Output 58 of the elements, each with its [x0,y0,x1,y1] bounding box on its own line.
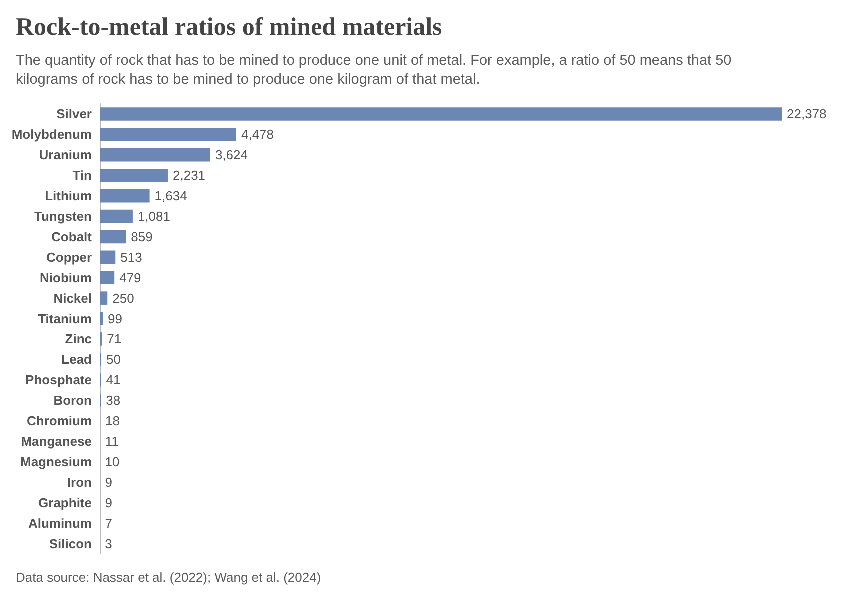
source-note: Data source: Nassar et al. (2022); Wang et al. (2024) [16,570,322,585]
y-tick-label: Graphite [38,495,92,510]
chart-subtitle: The quantity of rock that has to be mined to produce one unit of metal. For example, a ratio of 50 means that 50 kilograms of rock has to be mined to produce one kilogram of that metal. [16,52,733,90]
data-label: 11 [105,434,119,449]
bar [100,250,116,264]
bar [100,230,126,244]
y-tick-label: Chromium [27,414,92,429]
data-label: 859 [131,229,153,244]
y-tick-label: Titanium [38,311,92,326]
y-tick-label: Manganese [21,434,92,449]
y-tick-label: Phosphate [26,372,92,388]
data-label: 479 [120,270,142,286]
bar [100,271,115,285]
data-label: 1,634 [154,188,188,204]
data-label: 99 [108,311,122,326]
data-label: 10 [105,454,120,470]
y-tick-label: Boron [54,393,92,408]
data-label: 2,231 [172,168,206,184]
data-label: 50 [106,352,121,368]
data-label: 9 [105,495,113,510]
data-label: 3 [105,536,112,552]
y-tick-label: Tungsten [34,209,92,224]
y-tick-label: Copper [46,250,92,265]
y-tick-label: Lithium [45,188,92,204]
y-tick-label: Lead [62,352,92,368]
y-tick-label: Silver [56,106,92,122]
y-tick-label: Aluminum [28,516,92,531]
y-tick-label: Molybdenum [12,127,92,142]
y-tick-label: Iron [67,474,92,490]
data-label: 38 [106,393,121,408]
y-tick-label: Zinc [65,332,92,347]
y-tick-label: Uranium [39,148,92,163]
data-label: 71 [107,332,122,347]
y-tick-label: Tin [72,168,92,184]
data-label: 22,378 [787,106,827,122]
y-tick-label: Niobium [40,270,92,286]
data-label: 7 [105,516,112,531]
data-label: 3,624 [215,148,248,163]
bar [100,168,168,182]
data-label: 1,081 [138,209,170,224]
chart-title: Rock-to-metal ratios of mined materials [16,14,442,42]
bar [100,292,108,305]
data-label: 18 [106,414,120,429]
y-tick-label: Silicon [49,536,92,552]
data-label: 9 [105,474,113,490]
bar [100,128,236,142]
data-label: 4,478 [241,127,274,142]
y-tick-label: Magnesium [20,454,92,470]
data-label: 513 [120,250,142,265]
y-tick-label: Nickel [54,290,92,306]
data-label: 250 [112,290,134,306]
bar [100,312,104,326]
bar [100,210,133,224]
data-label: 41 [106,372,121,388]
y-tick-label: Cobalt [52,229,93,244]
bar [100,189,150,203]
bar [100,108,782,121]
bar [100,148,210,162]
